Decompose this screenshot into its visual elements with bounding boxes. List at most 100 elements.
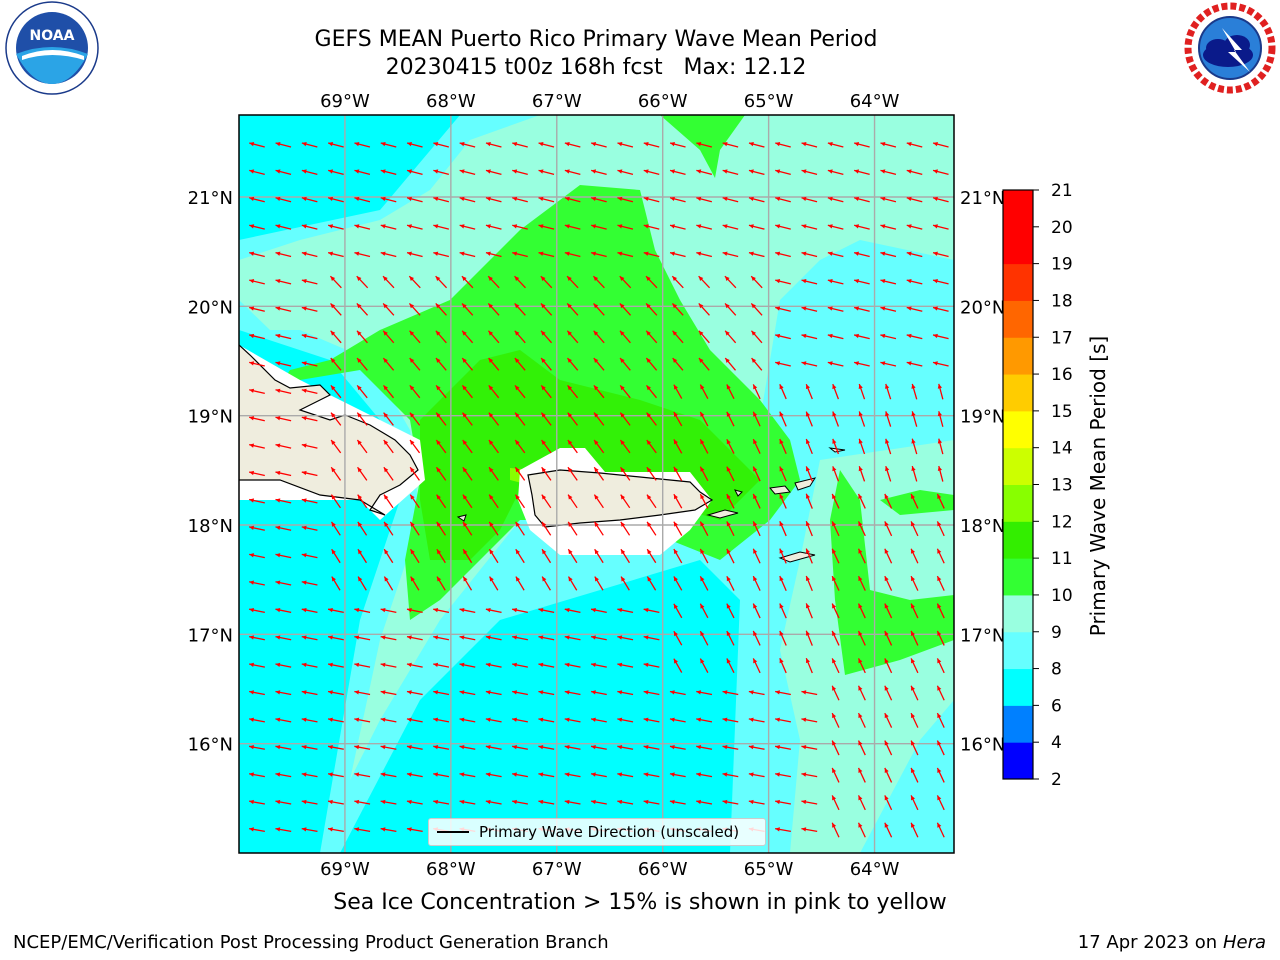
wave-vector bbox=[590, 772, 607, 778]
wave-vector bbox=[301, 443, 318, 449]
wave-vector bbox=[275, 635, 292, 641]
wave-vector bbox=[805, 411, 813, 427]
wave-vector bbox=[301, 745, 318, 750]
wave-vector bbox=[831, 740, 840, 756]
wave-vector bbox=[752, 658, 761, 674]
wave-vector bbox=[564, 224, 581, 230]
wave-vector bbox=[461, 303, 474, 316]
wave-vector bbox=[330, 466, 342, 481]
wave-vector bbox=[301, 388, 318, 395]
wave-vector bbox=[435, 384, 447, 399]
wave-vector bbox=[910, 521, 919, 537]
wave-vector bbox=[617, 799, 634, 805]
wave-vector bbox=[884, 712, 893, 728]
colorbar-swatch bbox=[1003, 300, 1033, 338]
wave-vector bbox=[857, 630, 866, 646]
wave-vector bbox=[249, 306, 265, 312]
wave-vector bbox=[779, 521, 787, 537]
wave-vector bbox=[884, 548, 893, 564]
wave-vector bbox=[722, 717, 739, 723]
wave-vector bbox=[433, 635, 450, 641]
wave-vector bbox=[699, 548, 709, 564]
period-band-10-11-east bbox=[830, 470, 954, 675]
wave-vector bbox=[354, 142, 371, 148]
land-st-thomas bbox=[769, 485, 791, 495]
wave-vector bbox=[356, 357, 368, 371]
wave-vector bbox=[488, 521, 499, 536]
wave-vector bbox=[831, 521, 840, 537]
land-virgin-islands bbox=[794, 477, 817, 491]
wave-vector bbox=[301, 333, 318, 340]
wave-vector bbox=[461, 275, 474, 289]
wave-vector bbox=[593, 466, 605, 481]
wave-vector bbox=[910, 795, 919, 811]
wave-vector bbox=[406, 607, 423, 614]
wave-vector bbox=[435, 466, 447, 481]
wave-vector bbox=[722, 169, 739, 176]
wave-vector bbox=[567, 466, 578, 481]
wave-vector bbox=[805, 575, 813, 592]
wave-vector bbox=[805, 383, 813, 400]
wave-vector bbox=[669, 251, 686, 258]
wave-vector bbox=[354, 717, 371, 723]
wave-vector bbox=[593, 412, 605, 426]
wave-vector bbox=[936, 630, 945, 646]
wave-vector bbox=[354, 224, 371, 230]
wave-vector bbox=[853, 306, 870, 312]
wave-vector bbox=[831, 795, 840, 811]
wave-vector bbox=[752, 411, 761, 427]
wave-vector bbox=[936, 603, 945, 619]
wave-vector bbox=[669, 142, 686, 148]
lon-label-bottom: 65°W bbox=[744, 859, 794, 880]
wave-vector bbox=[357, 576, 367, 591]
wave-vector bbox=[327, 251, 344, 258]
wave-vector bbox=[406, 690, 423, 696]
wave-vector bbox=[380, 607, 397, 614]
lon-label-top: 68°W bbox=[426, 91, 476, 112]
wave-vector bbox=[827, 224, 844, 230]
wave-vector bbox=[485, 717, 502, 723]
wave-vector bbox=[750, 330, 763, 344]
wave-vector bbox=[459, 169, 476, 176]
wave-vector bbox=[593, 384, 605, 399]
wave-vector bbox=[669, 224, 686, 230]
wave-vector bbox=[275, 772, 292, 778]
wave-vector bbox=[564, 745, 581, 750]
wave-vector bbox=[699, 466, 709, 482]
wave-vector bbox=[646, 521, 657, 536]
wave-vector bbox=[409, 494, 420, 509]
wave-vector bbox=[538, 635, 555, 641]
wave-vector bbox=[406, 635, 423, 641]
colorbar-tick-label: 18 bbox=[1051, 291, 1073, 311]
colorbar-tick-label: 19 bbox=[1051, 255, 1073, 275]
wave-vector bbox=[669, 717, 686, 723]
lat-label-right: 19°N bbox=[960, 407, 1005, 428]
wave-vector bbox=[564, 635, 581, 641]
wave-vector bbox=[699, 576, 709, 591]
colorbar-tick-label: 13 bbox=[1051, 476, 1073, 496]
wave-vector bbox=[779, 466, 787, 482]
wave-vector bbox=[406, 745, 423, 750]
lat-label-left: 17°N bbox=[188, 625, 233, 646]
wave-vector bbox=[696, 772, 713, 778]
wave-vector bbox=[646, 412, 657, 426]
wave-vector bbox=[275, 224, 292, 230]
wave-vector bbox=[699, 411, 709, 427]
wave-vector bbox=[301, 607, 318, 614]
wave-vector bbox=[722, 772, 739, 778]
wave-vector bbox=[380, 196, 397, 203]
wave-vector bbox=[380, 142, 397, 148]
wave-vector bbox=[301, 635, 318, 641]
wave-vector bbox=[673, 384, 683, 399]
wave-vector bbox=[775, 279, 791, 285]
wave-vector bbox=[409, 521, 420, 536]
wave-vector bbox=[354, 772, 371, 778]
wave-vector bbox=[459, 799, 476, 805]
wave-vector bbox=[515, 548, 525, 564]
wave-vector bbox=[435, 412, 447, 426]
wave-vector bbox=[514, 384, 526, 399]
wave-vector bbox=[330, 412, 342, 426]
wave-vector bbox=[514, 412, 526, 426]
wave-vector bbox=[673, 658, 683, 673]
wave-vector bbox=[748, 690, 765, 696]
